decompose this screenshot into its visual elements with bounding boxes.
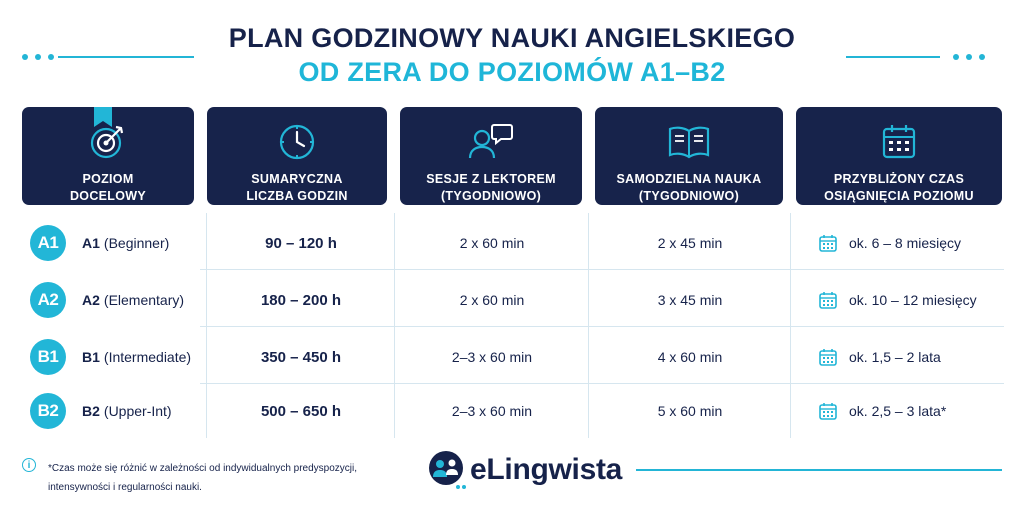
tutor-sessions: 2 x 60 min [459,235,525,251]
title-line-2: OD ZERA DO POZIOMÓW A1–B2 [298,57,726,87]
level-badge: A2 [30,282,66,318]
decor-dots-left [22,54,54,60]
column-divider [790,213,791,438]
total-hours: 180 – 200 h [260,291,342,309]
target-icon [88,117,128,161]
self-study: 5 x 60 min [657,403,723,419]
column-divider [206,213,207,438]
level-label: B2 (Upper-Int) [82,403,172,419]
clock-icon [277,117,317,161]
tutor-sessions: 2–3 x 60 min [451,349,533,365]
page-title: PLAN GODZINOWY NAUKI ANGIELSKIEGO OD ZER… [0,22,1024,88]
decor-line-left [58,56,194,58]
calendar-icon [879,117,919,161]
self-study: 3 x 45 min [657,292,723,308]
header-tutor-sessions: SESJE Z LEKTOREM (TYGODNIOWO) [400,107,582,205]
total-hours: 500 – 650 h [260,402,342,420]
table-row: B2 B2 (Upper-Int) 500 – 650 h 2–3 x 60 mi… [22,384,1004,438]
decor-dots-right [953,54,985,60]
level-label: A2 (Elementary) [82,292,185,308]
tutor-sessions: 2–3 x 60 min [451,403,533,419]
tutor-chat-icon [468,117,514,161]
self-study: 4 x 60 min [657,349,723,365]
total-hours: 350 – 450 h [260,348,342,366]
info-icon: i [22,458,36,472]
calendar-icon [818,347,838,367]
bookmark-icon [94,107,112,127]
header-approx-time: PRZYBLIŻONY CZAS OSIĄGNIĘCIA POZIOMU [796,107,1002,205]
self-study: 2 x 45 min [657,235,723,251]
approx-time: ok. 6 – 8 miesięcy [818,216,961,270]
decor-line-footer [636,469,1002,471]
level-badge: A1 [30,225,66,261]
calendar-icon [818,233,838,253]
decor-line-right [846,56,940,58]
header-self-study: SAMODZIELNA NAUKA (TYGODNIOWO) [595,107,783,205]
logo-mark-icon [429,451,466,489]
approx-time: ok. 2,5 – 3 lata* [818,384,946,438]
calendar-icon [818,401,838,421]
tutor-sessions: 2 x 60 min [459,292,525,308]
table-row: B1 B1 (Intermediate) 350 – 450 h 2–3 x 60… [22,330,1004,384]
elingwista-logo: eLingwista [428,449,622,491]
level-badge: B2 [30,393,66,429]
calendar-icon [818,290,838,310]
table-row: A2 A2 (Elementary) 180 – 200 h 2 x 60 min… [22,273,1004,327]
book-icon [666,117,712,161]
title-line-1: PLAN GODZINOWY NAUKI ANGIELSKIEGO [228,23,796,53]
column-divider [394,213,395,438]
level-badge: B1 [30,339,66,375]
total-hours: 90 – 120 h [265,234,337,252]
level-label: A1 (Beginner) [82,235,170,251]
header-total-hours: SUMARYCZNA LICZBA GODZIN [207,107,387,205]
column-divider [588,213,589,438]
level-label: B1 (Intermediate) [82,349,192,365]
footnote: *Czas może się różnić w zależności od in… [48,463,358,493]
logo-text: eLingwista [470,453,623,486]
approx-time: ok. 10 – 12 miesięcy [818,273,977,327]
approx-time: ok. 1,5 – 2 lata [818,330,941,384]
table-row: A1 A1 (Beginner) 90 – 120 h 2 x 60 min 2 … [22,216,1004,270]
